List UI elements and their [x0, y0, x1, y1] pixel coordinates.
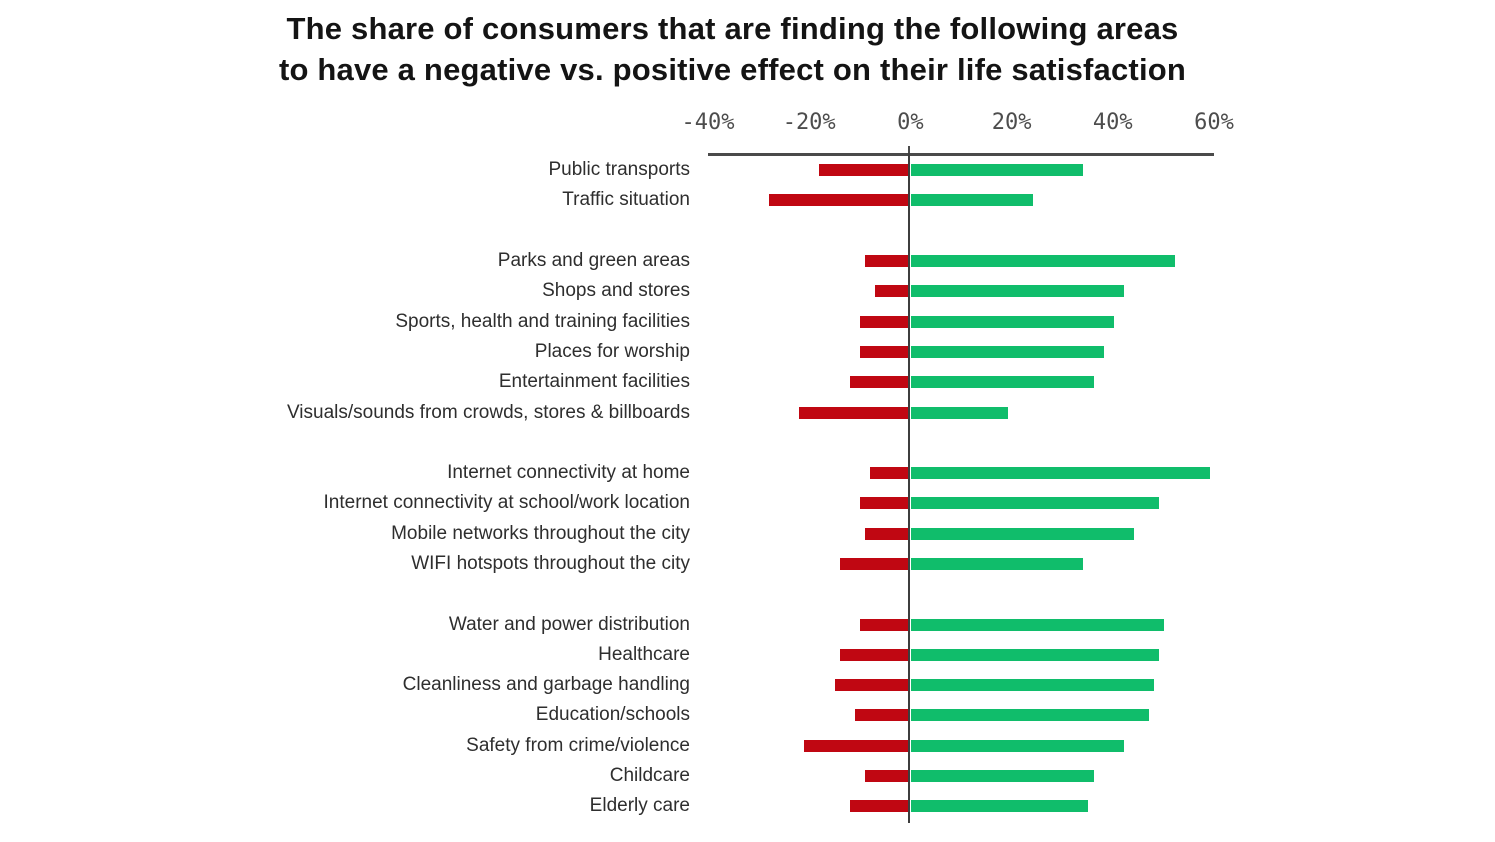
- group-spacer: [0, 579, 1495, 609]
- category-label: Sports, health and training facilities: [395, 310, 690, 332]
- negative-bar: [799, 406, 911, 419]
- negative-bar: [859, 497, 911, 510]
- bar-row: Entertainment facilities: [0, 367, 1495, 397]
- bar-row: WIFI hotspots throughout the city: [0, 549, 1495, 579]
- positive-bar: [911, 558, 1084, 570]
- positive-bar: [911, 467, 1210, 480]
- plot-area: Public transports Traffic situation Parks …: [0, 155, 1495, 830]
- category-label: Internet connectivity at school/work loc…: [323, 492, 690, 514]
- negative-bar: [839, 558, 911, 570]
- chart-title-line2: to have a negative vs. positive effect o…: [278, 52, 1187, 87]
- positive-bar: [911, 618, 1165, 631]
- category-label: Parks and green areas: [497, 250, 690, 272]
- negative-bar: [834, 679, 911, 692]
- category-label: Education/schools: [535, 704, 690, 726]
- bar-row: Healthcare: [0, 640, 1495, 670]
- category-label: WIFI hotspots throughout the city: [411, 553, 690, 574]
- positive-bar: [911, 739, 1124, 752]
- group-spacer: [0, 428, 1495, 458]
- category-label: Visuals/sounds from crowds, stores & bil…: [286, 401, 690, 423]
- category-label: Healthcare: [598, 643, 690, 665]
- negative-bar: [849, 376, 911, 389]
- negative-bar: [768, 194, 911, 207]
- category-label: Places for worship: [534, 340, 690, 362]
- negative-bar: [869, 467, 911, 480]
- positive-bar: [911, 345, 1104, 358]
- positive-bar: [911, 527, 1135, 540]
- negative-bar: [864, 255, 911, 268]
- positive-bar: [911, 376, 1094, 389]
- category-label: Cleanliness and garbage handling: [402, 674, 690, 696]
- category-label: Elderly care: [589, 795, 690, 817]
- negative-bar: [819, 164, 911, 177]
- negative-bar: [864, 770, 911, 783]
- x-axis-line: [708, 153, 1214, 156]
- x-axis-tick-label: 0%: [897, 110, 924, 135]
- negative-bar: [849, 800, 911, 813]
- x-axis-tick-label: -20%: [782, 110, 836, 135]
- zero-baseline: [908, 153, 910, 823]
- category-label: Safety from crime/violence: [466, 734, 690, 756]
- positive-bar: [911, 497, 1160, 510]
- x-axis-tick-labels: -40% -20% 0% 20% 40% 60%: [0, 110, 1495, 142]
- group-spacer: [0, 216, 1495, 246]
- bar-row: Internet connectivity at home: [0, 458, 1495, 488]
- bar-row: Sports, health and training facilities: [0, 306, 1495, 336]
- bar-row: Parks and green areas: [0, 246, 1495, 276]
- bar-row: Elderly care: [0, 791, 1495, 821]
- positive-bar: [911, 406, 1008, 419]
- bar-row: Places for worship: [0, 337, 1495, 367]
- bar-row: Cleanliness and garbage handling: [0, 670, 1495, 700]
- bar-row: Internet connectivity at school/work loc…: [0, 488, 1495, 518]
- bar-row: Visuals/sounds from crowds, stores & bil…: [0, 397, 1495, 427]
- zero-tick-mark: [908, 146, 910, 154]
- bar-row: Mobile networks throughout the city: [0, 519, 1495, 549]
- category-label: Entertainment facilities: [498, 371, 690, 393]
- category-label: Internet connectivity at home: [447, 462, 690, 484]
- positive-bar: [911, 648, 1160, 661]
- positive-bar: [911, 679, 1155, 692]
- positive-bar: [911, 285, 1124, 298]
- category-label: Mobile networks throughout the city: [391, 522, 690, 544]
- x-axis-tick-label: 20%: [991, 110, 1032, 135]
- x-axis-tick-label: 40%: [1092, 110, 1133, 135]
- negative-bar: [859, 345, 911, 358]
- positive-bar: [911, 164, 1084, 177]
- x-axis-tick-label: -40%: [681, 110, 735, 135]
- chart-title: The share of consumers that are finding …: [0, 8, 1465, 90]
- bar-row: Public transports: [0, 155, 1495, 185]
- bar-row: Traffic situation: [0, 185, 1495, 215]
- category-label: Shops and stores: [542, 280, 690, 302]
- bar-row: Water and power distribution: [0, 609, 1495, 639]
- chart-title-line1: The share of consumers that are finding …: [286, 11, 1179, 46]
- category-label: Water and power distribution: [448, 613, 690, 635]
- negative-bar: [864, 527, 911, 540]
- positive-bar: [911, 709, 1150, 722]
- negative-bar: [859, 618, 911, 631]
- bar-row: Shops and stores: [0, 276, 1495, 306]
- positive-bar: [911, 770, 1094, 783]
- positive-bar: [911, 194, 1033, 207]
- bar-row: Education/schools: [0, 700, 1495, 730]
- negative-bar: [804, 739, 911, 752]
- positive-bar: [911, 315, 1114, 328]
- x-axis-tick-label: 60%: [1194, 110, 1234, 135]
- category-label: Traffic situation: [562, 189, 690, 211]
- bar-row: Childcare: [0, 761, 1495, 791]
- category-label: Childcare: [609, 765, 690, 787]
- negative-bar: [859, 315, 911, 328]
- negative-bar: [839, 648, 911, 661]
- negative-bar: [854, 709, 911, 722]
- bar-row: Safety from crime/violence: [0, 731, 1495, 761]
- positive-bar: [911, 255, 1175, 268]
- category-label: Public transports: [548, 159, 690, 181]
- negative-bar: [874, 285, 911, 298]
- positive-bar: [911, 800, 1089, 813]
